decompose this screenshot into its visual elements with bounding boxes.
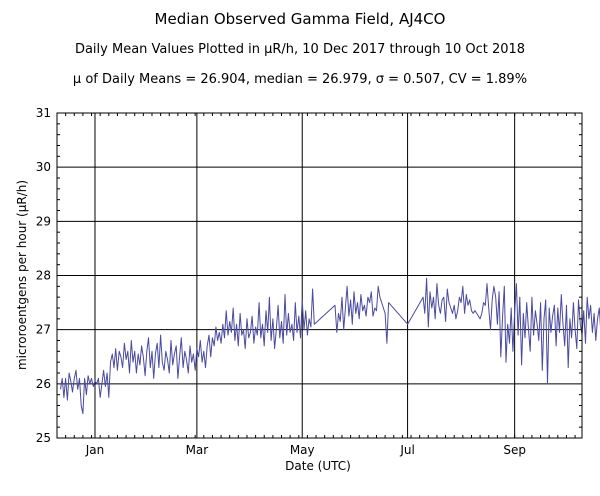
chart-subtitle: Daily Mean Values Plotted in μR/h, 10 De… [74, 42, 526, 57]
x-tick-label: May [290, 443, 315, 457]
y-tick-label: 27 [36, 323, 51, 337]
y-tick-label: 28 [36, 269, 51, 283]
chart-stats-line: μ of Daily Means = 26.904, median = 26.9… [72, 72, 528, 87]
y-axis-label: microroentgens per hour (μR/h) [15, 180, 29, 370]
chart-title: Median Observed Gamma Field, AJ4CO [154, 10, 446, 28]
x-axis-ticks: Jan Mar May Jul Sep [56, 113, 576, 457]
x-axis-label: Date (UTC) [285, 459, 351, 473]
y-tick-label: 30 [36, 160, 51, 174]
y-tick-label: 31 [36, 106, 51, 120]
plot-frame [56, 112, 583, 439]
series-layer [60, 277, 600, 415]
x-tick-label: Sep [503, 443, 526, 457]
y-tick-label: 29 [36, 214, 51, 228]
x-tick-label: Jan [85, 443, 105, 457]
x-tick-label: Mar [186, 443, 209, 457]
series-line-0 [60, 277, 600, 415]
y-tick-label: 26 [36, 377, 51, 391]
y-axis-ticks: 25 26 27 28 29 30 31 [36, 106, 582, 445]
grid [57, 113, 582, 438]
y-tick-label: 25 [36, 431, 51, 445]
x-tick-label: Jul [399, 443, 414, 457]
